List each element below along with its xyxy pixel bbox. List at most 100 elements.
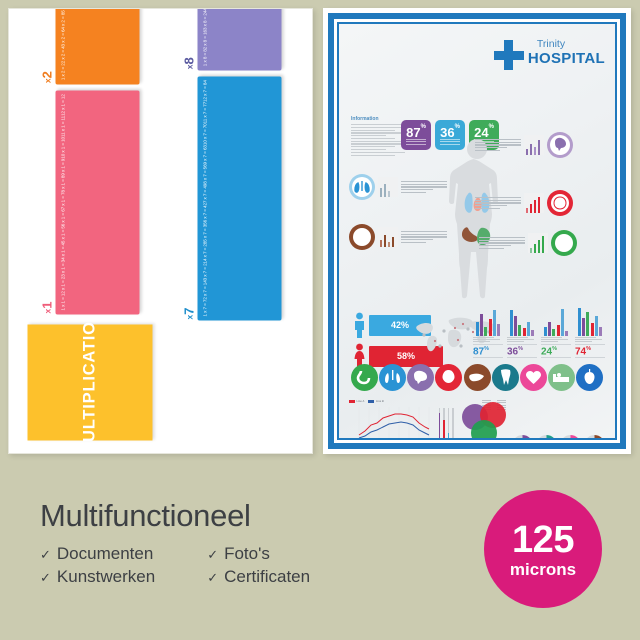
- lungs-mini-chart: [378, 177, 398, 197]
- line-chart-plot: [358, 407, 430, 438]
- tooth-icon[interactable]: [491, 364, 519, 391]
- bar: [518, 325, 522, 336]
- information-block: Information: [351, 116, 405, 156]
- line-chart[interactable]: Line A Line B: [349, 400, 433, 438]
- donut-chart[interactable]: [583, 435, 605, 438]
- table-column: 3 x 7 = 21: [202, 261, 277, 280]
- table-block-2[interactable]: x2 1 x 2 = 22 x 2 = 43 x 2 = 64 x 2 = 85…: [22, 9, 157, 84]
- liver-icon[interactable]: [463, 364, 491, 391]
- bar-group[interactable]: 24%: [541, 306, 571, 359]
- bar: [522, 328, 526, 336]
- bar: [514, 316, 518, 336]
- line-chart-legend: Line A Line B: [349, 400, 433, 403]
- check-icon: ✓: [207, 570, 219, 585]
- brain-callout[interactable]: [475, 132, 573, 158]
- table-cell: 4 x 1 = 4: [59, 242, 65, 260]
- table-cell: 2 x 8 = 16: [202, 29, 208, 49]
- donut-chart[interactable]: [559, 435, 581, 438]
- table-card-8: 1 x 8 = 82 x 8 = 163 x 8 = 244 x 8 = 325…: [197, 9, 282, 70]
- stomach-callout[interactable]: [479, 230, 577, 256]
- apple-icon[interactable]: [576, 364, 603, 391]
- bar-group[interactable]: 87%: [473, 306, 503, 359]
- banner-spacer: [165, 326, 300, 442]
- bar: [594, 316, 598, 336]
- feature-list: ✓ Documenten ✓ Kunstwerken ✓ Foto's ✓ Ce…: [40, 544, 310, 587]
- hospital-infographic-poster[interactable]: Trinity HOSPITAL Information 87% 36% 24%: [323, 8, 631, 454]
- column-bar-chart[interactable]: [439, 408, 454, 438]
- bar-group-percent: 74%: [575, 346, 592, 358]
- column-bar-fill: [447, 432, 450, 438]
- stomach-callout-text: [479, 237, 525, 249]
- table-cell: 10 x 7 = 70: [202, 122, 208, 145]
- feature-label: Foto's: [224, 544, 270, 563]
- table-cell: 1 x 2 = 2: [59, 62, 65, 80]
- percent-value: 36: [440, 125, 455, 140]
- bar: [556, 325, 560, 336]
- poster-frame-outer: Trinity HOSPITAL Information 87% 36% 24%: [328, 13, 626, 449]
- lungs-callout[interactable]: [349, 174, 447, 200]
- brain-icon[interactable]: [407, 364, 435, 391]
- table-cell: 3 x 2 = 6: [59, 29, 65, 46]
- table-block-8[interactable]: x8 1 x 8 = 82 x 8 = 163 x 8 = 244 x 8 = …: [165, 9, 300, 70]
- heart-icon[interactable]: [519, 364, 547, 391]
- bed-icon[interactable]: [547, 364, 575, 391]
- bar-group-percent: 87%: [473, 346, 490, 358]
- table-cell: 8 x 1 = 8: [59, 175, 65, 192]
- gender-statistics: 42% 58%: [353, 312, 443, 374]
- stomach-icon[interactable]: [351, 364, 378, 391]
- table-cell: 9 x 7 = 63: [202, 144, 208, 164]
- information-body-lines: [351, 124, 405, 156]
- thickness-unit: microns: [509, 559, 577, 579]
- table-label-7: x7: [181, 307, 197, 319]
- bar: [543, 327, 547, 336]
- percent-value: 24: [474, 125, 489, 140]
- gender-stat-row: 42%: [353, 312, 443, 338]
- table-column: 5 x 2 = 10: [60, 9, 135, 12]
- table-cell: 5 x 1 = 5: [59, 225, 65, 243]
- gender-percent-bar: 58%: [369, 345, 443, 367]
- table-cell: 9 x 1 = 9: [59, 158, 65, 176]
- kidney-icon[interactable]: [435, 364, 463, 391]
- feature-column-left: ✓ Documenten ✓ Kunstwerken: [40, 544, 155, 587]
- bar: [497, 324, 501, 336]
- kidney-callout-text: [475, 197, 521, 209]
- bar-group-bars: [473, 306, 503, 336]
- male-icon: [353, 312, 366, 338]
- table-column: 2 x 1 = 2: [60, 276, 135, 293]
- donut-chart[interactable]: [535, 435, 557, 438]
- bar-group-bars: [575, 306, 605, 336]
- bar: [560, 309, 564, 336]
- table-column: 2 x 8 = 16: [202, 30, 277, 49]
- donut-chart[interactable]: [511, 435, 533, 438]
- lungs-icon[interactable]: [379, 364, 407, 391]
- percent-badge: 36%: [435, 120, 465, 150]
- column-bar: [452, 408, 454, 438]
- bar: [577, 308, 581, 336]
- table-cell: 4 x 2 = 8: [59, 12, 65, 30]
- venn-diagram[interactable]: [460, 400, 506, 438]
- liver-callout[interactable]: [349, 224, 447, 250]
- check-icon: ✓: [40, 570, 51, 585]
- table-column: 6 x 1 = 6: [60, 209, 135, 226]
- check-icon: ✓: [207, 547, 219, 562]
- table-cell: 6 x 1 = 6: [59, 208, 65, 226]
- bar-group[interactable]: 74%: [575, 306, 605, 359]
- bar: [509, 310, 513, 336]
- donut-chart-row[interactable]: [511, 400, 605, 438]
- information-heading: Information: [351, 116, 379, 122]
- bar-group[interactable]: 36%: [507, 306, 537, 359]
- bar-group-bars: [507, 306, 537, 336]
- bar: [480, 314, 484, 336]
- bar: [548, 322, 552, 336]
- bar: [582, 318, 586, 336]
- kidney-callout[interactable]: [475, 190, 573, 216]
- table-column: 10 x 1 = 10: [60, 137, 135, 159]
